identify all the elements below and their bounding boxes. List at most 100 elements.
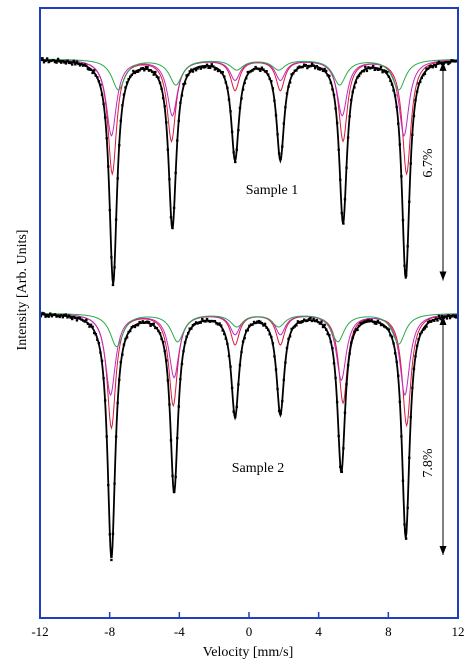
data-point <box>88 68 91 71</box>
data-point <box>130 73 133 77</box>
data-point <box>337 434 340 438</box>
data-point <box>301 320 304 323</box>
data-point <box>190 327 193 330</box>
data-point <box>337 148 340 151</box>
data-point <box>292 72 295 75</box>
data-point <box>382 325 386 328</box>
data-point <box>387 75 391 78</box>
data-point <box>362 69 365 73</box>
data-point <box>342 222 345 225</box>
data-point <box>246 329 249 332</box>
data-point <box>315 319 318 322</box>
data-point <box>423 327 427 330</box>
data-point <box>100 93 104 96</box>
data-point <box>118 378 121 382</box>
data-point <box>298 321 301 324</box>
data-point <box>376 319 380 323</box>
data-point <box>412 367 416 371</box>
data-point <box>359 322 362 325</box>
data-point <box>237 383 240 386</box>
data-point <box>271 342 275 345</box>
data-point <box>226 86 229 90</box>
data-point <box>414 355 417 358</box>
data-point <box>354 328 358 331</box>
data-point <box>279 412 282 416</box>
data-point <box>270 79 273 83</box>
data-point <box>425 325 428 328</box>
data-point <box>346 364 350 367</box>
data-point <box>143 321 146 324</box>
data-point <box>63 61 66 64</box>
data-point <box>199 67 202 70</box>
data-point <box>292 326 295 329</box>
component-curve <box>39 59 459 176</box>
data-point <box>332 93 336 97</box>
x-tick-label: -12 <box>31 624 48 639</box>
data-point <box>340 470 344 474</box>
data-point <box>299 321 303 324</box>
data-point <box>375 67 378 70</box>
data-point <box>409 162 412 165</box>
data-point <box>204 65 207 69</box>
data-point <box>287 85 290 88</box>
data-point <box>50 59 54 62</box>
data-point <box>194 68 198 72</box>
data-point <box>255 320 259 323</box>
data-point <box>376 68 380 71</box>
data-point <box>381 70 384 74</box>
data-point <box>246 70 249 74</box>
data-point <box>437 314 441 318</box>
data-point <box>172 490 176 493</box>
data-point <box>364 65 367 69</box>
data-point <box>384 326 387 329</box>
data-point <box>42 61 46 64</box>
data-point <box>287 337 290 341</box>
data-point <box>304 63 307 67</box>
data-point <box>219 71 223 74</box>
data-point <box>293 325 297 328</box>
data-point <box>260 321 264 325</box>
data-point <box>252 320 256 324</box>
data-point <box>202 66 206 69</box>
data-point <box>365 69 369 73</box>
data-point <box>155 75 159 78</box>
data-point <box>154 70 157 74</box>
data-point <box>359 72 362 75</box>
data-point <box>408 456 411 459</box>
data-point <box>216 323 220 326</box>
data-point <box>199 321 202 324</box>
data-point <box>386 327 389 330</box>
data-point <box>122 343 126 346</box>
data-point <box>149 69 152 72</box>
data-point <box>223 332 226 336</box>
data-point <box>348 352 351 355</box>
data-point <box>281 399 284 403</box>
depth-arrow-head <box>439 316 447 325</box>
data-point <box>102 102 105 106</box>
data-point <box>447 62 450 66</box>
data-point <box>324 69 328 73</box>
data-point <box>91 71 94 75</box>
data-point <box>125 336 129 339</box>
data-point <box>42 312 46 315</box>
data-point <box>310 319 314 323</box>
data-point <box>453 60 456 63</box>
data-point <box>257 319 260 323</box>
data-point <box>80 318 83 321</box>
data-point <box>249 70 253 73</box>
data-point <box>166 148 170 151</box>
data-point <box>404 274 408 277</box>
data-point <box>155 326 159 330</box>
data-point <box>86 322 90 325</box>
data-point <box>329 340 333 344</box>
data-point <box>387 328 391 331</box>
data-point <box>130 326 133 329</box>
data-point <box>229 110 232 113</box>
data-point <box>357 324 361 328</box>
fit-curves <box>39 58 459 558</box>
data-point <box>417 82 420 85</box>
data-point <box>45 314 49 318</box>
data-point <box>165 359 168 362</box>
data-point <box>52 313 55 317</box>
data-point <box>309 316 312 320</box>
